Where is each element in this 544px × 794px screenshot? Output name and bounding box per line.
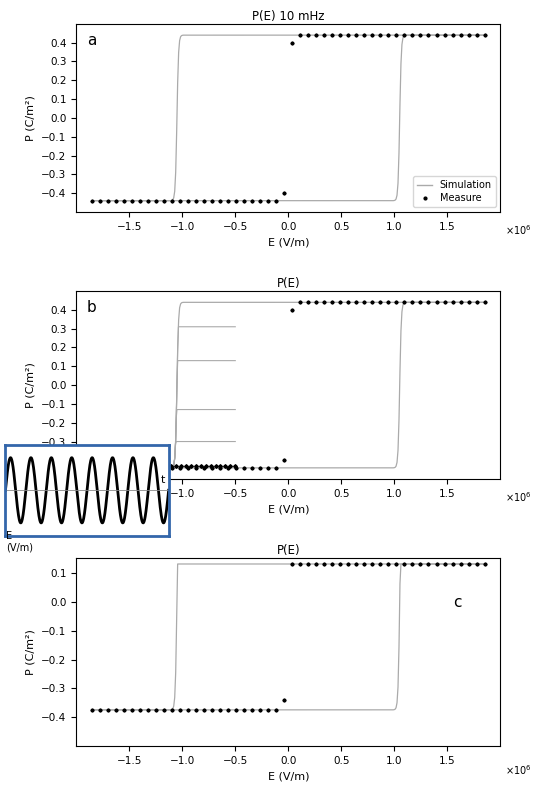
- Y-axis label: P (C/m²): P (C/m²): [26, 630, 36, 675]
- Text: E
(V/m): E (V/m): [7, 531, 33, 553]
- Text: c: c: [453, 596, 461, 611]
- Text: $\times 10^6$: $\times 10^6$: [505, 763, 531, 777]
- X-axis label: E (V/m): E (V/m): [268, 237, 309, 247]
- X-axis label: E (V/m): E (V/m): [268, 772, 309, 781]
- Text: b: b: [87, 299, 96, 314]
- Text: a: a: [87, 33, 96, 48]
- Text: $\times 10^6$: $\times 10^6$: [505, 490, 531, 503]
- X-axis label: E (V/m): E (V/m): [268, 504, 309, 515]
- Text: $\times 10^6$: $\times 10^6$: [505, 223, 531, 237]
- Title: P(E): P(E): [276, 277, 300, 290]
- Title: P(E) 10 mHz: P(E) 10 mHz: [252, 10, 325, 23]
- Legend: Simulation, Measure: Simulation, Measure: [413, 176, 496, 207]
- Title: P(E): P(E): [276, 544, 300, 557]
- Text: t: t: [161, 476, 165, 485]
- Y-axis label: P (C/m²): P (C/m²): [26, 362, 36, 408]
- Y-axis label: P (C/m²): P (C/m²): [26, 95, 36, 141]
